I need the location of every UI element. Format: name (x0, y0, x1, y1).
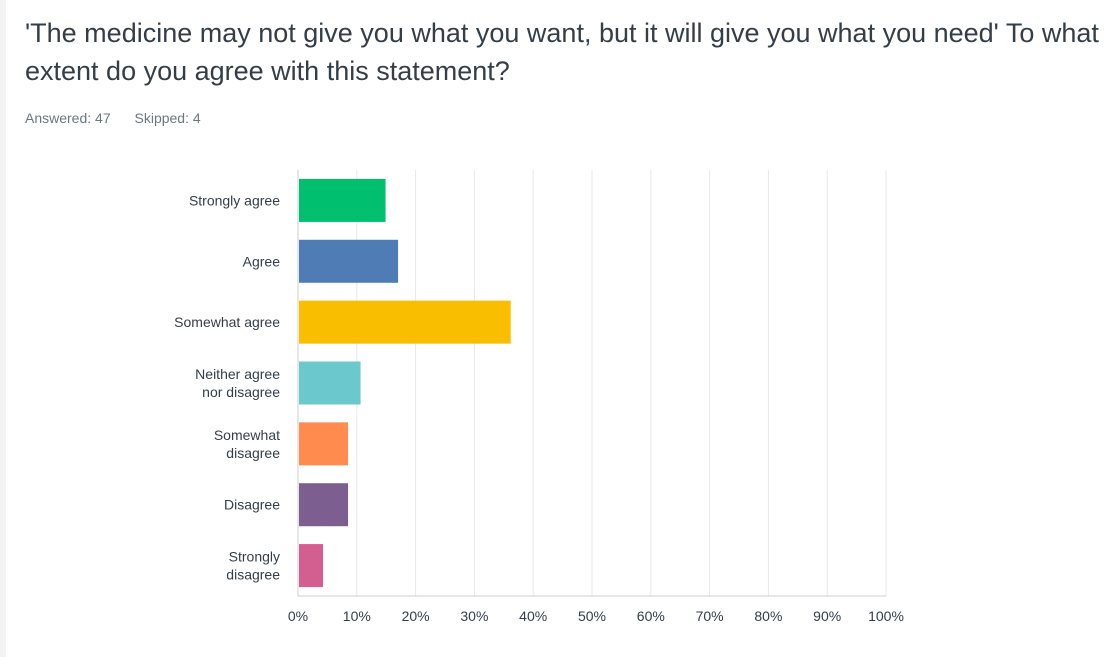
y-category-label-line: disagree (226, 567, 280, 583)
answered-count: Answered: 47 (25, 110, 111, 126)
x-tick-label: 100% (868, 608, 904, 624)
x-tick-label: 70% (696, 608, 724, 624)
y-category-label: Strongly disagree (226, 549, 280, 583)
y-category-label-line: disagree (226, 445, 280, 461)
x-tick-label: 50% (578, 608, 606, 624)
x-tick-label: 40% (519, 608, 547, 624)
y-category-label-line: Strongly (229, 549, 280, 565)
y-category-label-line: Disagree (224, 497, 280, 513)
x-tick-label: 0% (288, 608, 308, 624)
y-category-label: Agree (243, 253, 281, 269)
y-category-label-line: Somewhat agree (174, 314, 280, 330)
bar (299, 361, 361, 405)
y-category-label-line: Neither agree (195, 366, 280, 382)
x-tick-label: 20% (402, 608, 430, 624)
y-category-label: Somewhat disagree (214, 427, 280, 461)
bar (299, 483, 349, 527)
y-category-label: Somewhat agree (174, 314, 280, 330)
x-tick-label: 80% (754, 608, 782, 624)
y-category-label: Neither agree nor disagree (195, 366, 280, 400)
skipped-count: Skipped: 4 (134, 110, 201, 126)
y-category-label: Strongly agree (189, 192, 280, 208)
bar (299, 178, 386, 222)
bar (299, 544, 324, 588)
y-category-label-line: Agree (243, 253, 281, 269)
bar (299, 422, 349, 466)
y-category-label: Disagree (224, 497, 280, 513)
response-stats: Answered: 47 Skipped: 4 (25, 110, 221, 126)
x-tick-label: 90% (813, 608, 841, 624)
question-title: 'The medicine may not give you what you … (25, 18, 1099, 86)
x-tick-label: 30% (460, 608, 488, 624)
x-tick-label: 10% (343, 608, 371, 624)
y-category-label-line: nor disagree (202, 384, 280, 400)
y-category-label-line: Strongly agree (189, 192, 280, 208)
x-tick-label: 60% (637, 608, 665, 624)
y-category-label-line: Somewhat (214, 427, 280, 443)
bar (299, 300, 511, 344)
bar (299, 239, 399, 283)
page-edge (0, 0, 6, 657)
